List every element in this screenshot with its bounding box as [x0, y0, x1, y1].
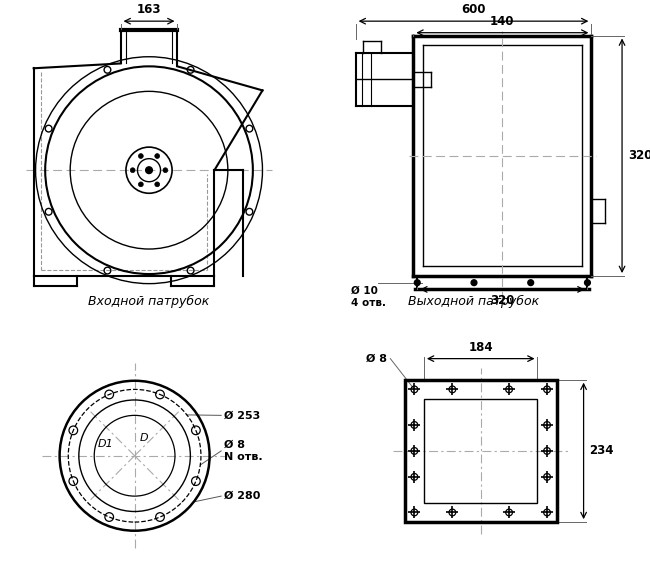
Text: 234: 234	[590, 444, 614, 457]
Text: 320: 320	[628, 149, 650, 162]
Text: Выходной патрубок: Выходной патрубок	[408, 295, 539, 308]
Text: Ø 8
N отв.: Ø 8 N отв.	[224, 440, 263, 462]
Circle shape	[146, 167, 152, 174]
Circle shape	[415, 280, 420, 286]
Text: 163: 163	[136, 3, 161, 17]
Circle shape	[163, 168, 168, 172]
Text: Входной патрубок: Входной патрубок	[88, 295, 210, 308]
Text: 140: 140	[490, 15, 515, 28]
Text: Ø 8: Ø 8	[367, 353, 387, 364]
Circle shape	[155, 182, 160, 187]
Text: 320: 320	[490, 294, 515, 307]
Text: Ø 280: Ø 280	[224, 491, 261, 501]
Text: D1: D1	[98, 439, 114, 449]
Circle shape	[138, 154, 143, 158]
Circle shape	[155, 154, 160, 158]
Bar	[424, 399, 538, 503]
Circle shape	[528, 280, 534, 286]
Circle shape	[130, 168, 135, 172]
Circle shape	[138, 182, 143, 187]
Circle shape	[471, 280, 477, 286]
Text: 184: 184	[469, 341, 493, 354]
Circle shape	[584, 280, 590, 286]
Text: D: D	[140, 433, 149, 444]
Text: Ø 253: Ø 253	[224, 411, 260, 420]
Text: 600: 600	[462, 3, 486, 17]
Bar	[405, 380, 556, 522]
Text: Ø 10
4 отв.: Ø 10 4 отв.	[351, 286, 386, 308]
